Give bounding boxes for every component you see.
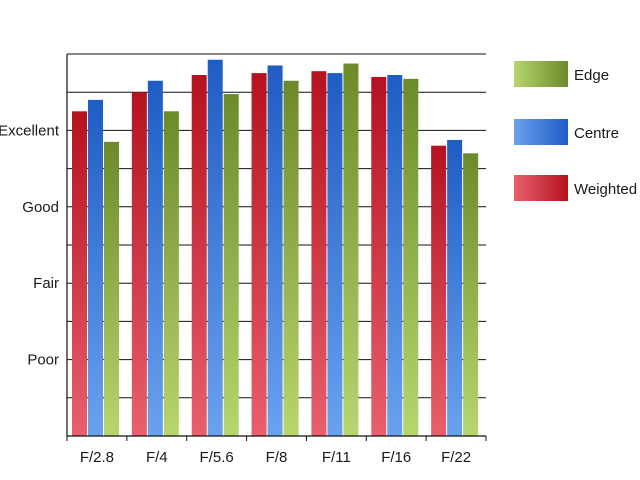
bar-weighted-6	[431, 145, 447, 436]
y-tick-label: Poor	[27, 352, 59, 369]
bar-edge-5	[403, 78, 419, 436]
x-axis-labels: F/2.8 F/4 F/5.6 F/8 F/11 F/16 F/22	[80, 449, 471, 466]
y-tick-label: Good	[22, 199, 59, 216]
bar-centre-2	[207, 59, 223, 436]
bars	[72, 59, 479, 437]
legend-label-edge: Edge	[574, 67, 609, 84]
legend-swatch-centre	[514, 119, 568, 145]
bar-weighted-2	[191, 75, 207, 436]
legend-swatch-edge	[514, 61, 568, 87]
bar-edge-2	[223, 94, 239, 437]
legend: Edge Centre Weighted	[514, 61, 637, 201]
bar-centre-0	[88, 99, 103, 436]
x-tick-label: F/8	[266, 449, 288, 466]
legend-label-weighted: Weighted	[574, 181, 637, 198]
y-axis-labels: Poor Fair Good Excellent	[0, 122, 60, 368]
bar-weighted-1	[131, 92, 147, 436]
bar-weighted-5	[371, 76, 387, 437]
x-tick-label: F/22	[441, 449, 471, 466]
bar-edge-6	[463, 153, 479, 436]
legend-label-centre: Centre	[574, 125, 619, 142]
axes	[66, 54, 487, 441]
bar-weighted-0	[72, 111, 87, 437]
bar-edge-4	[343, 63, 359, 437]
bar-centre-6	[447, 139, 463, 436]
bar-centre-3	[267, 65, 283, 437]
x-tick-label: F/16	[381, 449, 411, 466]
x-tick-label: F/2.8	[80, 449, 114, 466]
y-tick-label: Fair	[33, 275, 59, 292]
bar-centre-4	[327, 73, 343, 436]
x-tick-label: F/11	[322, 449, 351, 466]
legend-swatch-weighted	[514, 175, 568, 201]
bar-centre-5	[387, 75, 403, 436]
bar-edge-0	[104, 141, 119, 437]
bar-weighted-4	[311, 71, 327, 436]
bar-edge-1	[163, 111, 179, 437]
bar-edge-3	[283, 80, 299, 437]
y-tick-label: Excellent	[0, 122, 60, 139]
x-tick-label: F/4	[146, 449, 168, 466]
x-tick-label: F/5.6	[200, 449, 234, 466]
bar-centre-1	[147, 80, 163, 437]
bar-weighted-3	[251, 73, 267, 436]
